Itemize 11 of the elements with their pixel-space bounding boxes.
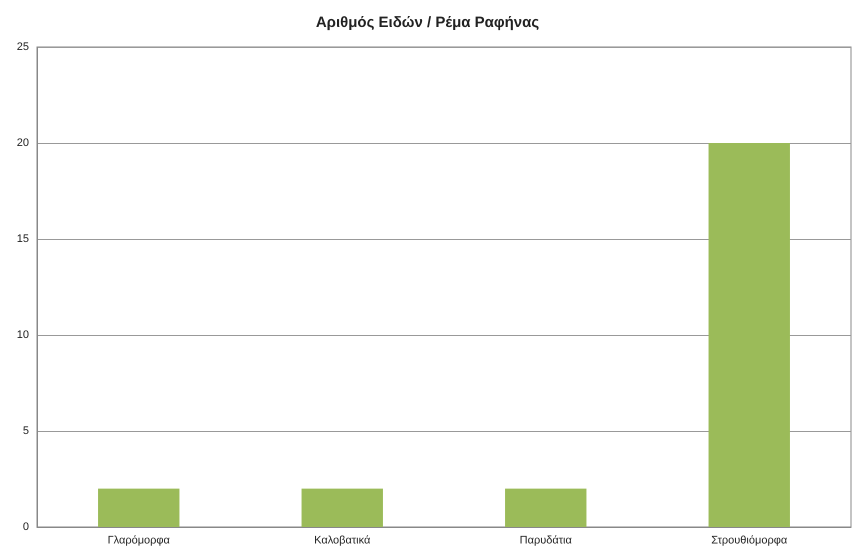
x-tick-label: Καλοβατικά [314,534,371,546]
x-tick-label: Γλαρόμορφα [108,534,171,546]
y-tick-label: 25 [16,41,29,53]
y-tick-label: 20 [16,137,29,149]
chart-title: Αριθμός Ειδών / Ρέμα Ραφήνας [316,14,540,31]
y-tick-label: 10 [16,329,29,341]
y-tick-label: 15 [16,233,29,245]
y-tick-label: 0 [22,521,29,533]
x-tick-label: Παρυδάτια [520,534,572,546]
x-tick-label: Στρουθιόμορφα [711,534,788,546]
y-tick-label: 5 [22,425,29,437]
